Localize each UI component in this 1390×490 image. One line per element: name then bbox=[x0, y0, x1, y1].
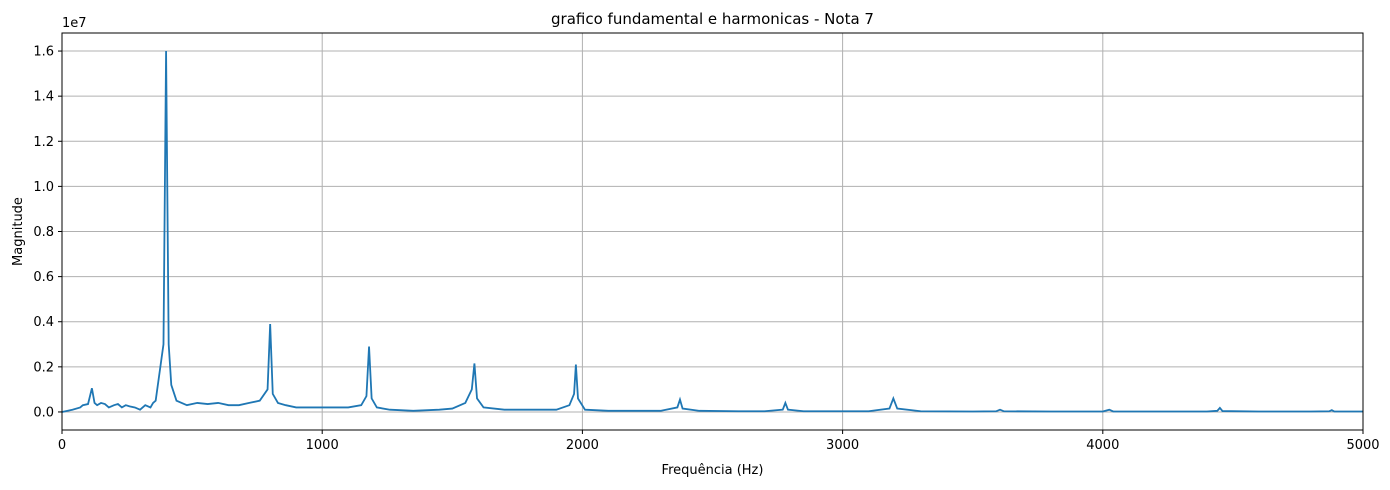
y-tick-label: 1.6 bbox=[33, 45, 54, 60]
x-axis: 0 1000 2000 3000 4000 5000 bbox=[58, 430, 1380, 453]
x-tick-label: 4000 bbox=[1086, 438, 1119, 453]
x-tick-label: 1000 bbox=[306, 438, 339, 453]
grid bbox=[61, 33, 1364, 430]
y-axis-label: Magnitude bbox=[11, 197, 26, 266]
x-tick-label: 0 bbox=[58, 438, 66, 453]
x-tick-label: 2000 bbox=[566, 438, 599, 453]
y-tick-label: 0.0 bbox=[33, 405, 54, 420]
y-tick-label: 0.8 bbox=[33, 225, 54, 240]
y-tick-label: 1.4 bbox=[33, 90, 54, 105]
y-axis: 0.0 0.2 0.4 0.6 0.8 1.0 1.2 1.4 1.6 bbox=[33, 45, 62, 420]
y-tick-label: 0.2 bbox=[33, 360, 54, 375]
x-tick-label: 5000 bbox=[1346, 438, 1379, 453]
y-axis-offset-label: 1e7 bbox=[62, 16, 87, 31]
y-tick-label: 1.2 bbox=[33, 135, 54, 150]
x-axis-label: Frequência (Hz) bbox=[662, 463, 764, 478]
y-tick-label: 0.4 bbox=[33, 315, 54, 330]
chart-title: grafico fundamental e harmonicas - Nota … bbox=[551, 10, 874, 28]
y-tick-label: 1.0 bbox=[33, 180, 54, 195]
y-tick-label: 0.6 bbox=[33, 270, 54, 285]
x-tick-label: 3000 bbox=[826, 438, 859, 453]
series-line bbox=[61, 51, 1363, 413]
